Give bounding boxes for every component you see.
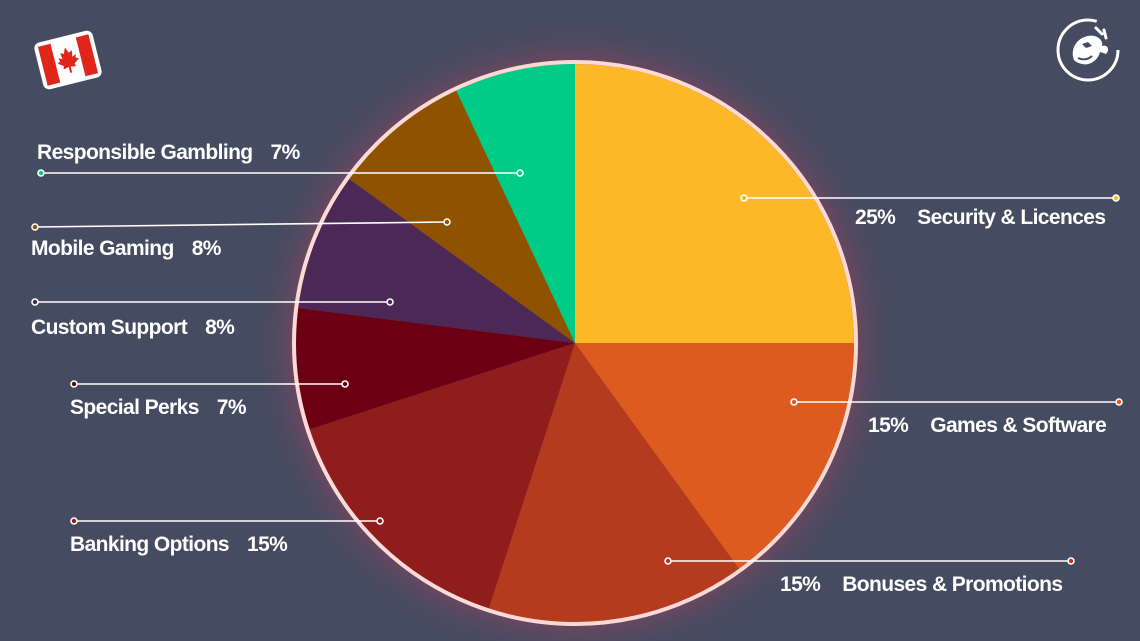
leader-dot (443, 218, 451, 226)
slice-percent: 15% (247, 533, 288, 556)
pie-slice-banking-options (309, 343, 575, 609)
slice-percent: 25% (855, 206, 896, 229)
slice-name: Special Perks (70, 396, 199, 419)
pie-slice-special-perks (296, 308, 575, 430)
slice-percent: 8% (205, 316, 235, 339)
slice-label: Mobile Gaming 8% (31, 238, 221, 259)
pie-slice-mobile-gaming (349, 90, 575, 343)
leader-dot (1067, 557, 1075, 565)
pie-slice-responsible-gambling (456, 64, 575, 343)
leader-line (34, 221, 448, 228)
slice-name: Mobile Gaming (31, 237, 174, 260)
slice-percent: 7% (270, 141, 301, 164)
canada-flag-icon (32, 24, 104, 96)
slice-label: Banking Options 15% (70, 533, 288, 556)
slice-name: Security & Licences (917, 206, 1106, 229)
slice-name: Bonuses & Promotions (842, 573, 1063, 596)
leader-dot (1112, 194, 1120, 202)
leader-dot (31, 298, 39, 306)
slice-label: Special Perks 7% (70, 396, 247, 419)
pie-slice-games-software (575, 343, 855, 569)
leader-dot (664, 557, 672, 565)
dragon-logo-icon (1052, 14, 1124, 86)
slice-percent: 15% (780, 573, 821, 596)
pie-slice-bonuses-promotions (488, 343, 739, 622)
leader-dot (1115, 398, 1123, 406)
slice-label: 25% Security & Licences (855, 206, 1106, 229)
leader-dot (70, 380, 78, 388)
leader-dot (37, 169, 45, 177)
slice-percent: 7% (216, 396, 247, 419)
slice-name: Games & Software (930, 414, 1107, 437)
slice-label: 15% Games & Software (868, 414, 1107, 437)
leader-dot (790, 398, 798, 406)
pie-border (292, 60, 858, 626)
slice-percent: 8% (191, 237, 222, 260)
pie-slice-security-licences (575, 64, 854, 343)
leader-dot (341, 380, 349, 388)
slice-label: 15% Bonuses & Promotions (780, 573, 1063, 596)
leader-dot (376, 517, 384, 525)
slice-name: Banking Options (70, 533, 230, 556)
leader-dot (386, 298, 394, 306)
slice-name: Responsible Gambling (37, 141, 253, 164)
leader-dot (31, 223, 39, 231)
leader-dot (516, 169, 524, 177)
slice-label: Responsible Gambling 7% (37, 142, 300, 163)
leader-dot (740, 194, 748, 202)
slice-name: Custom Support (31, 316, 188, 339)
slice-label: Custom Support 8% (31, 316, 235, 339)
leader-dot (70, 517, 78, 525)
slice-percent: 15% (868, 414, 909, 437)
